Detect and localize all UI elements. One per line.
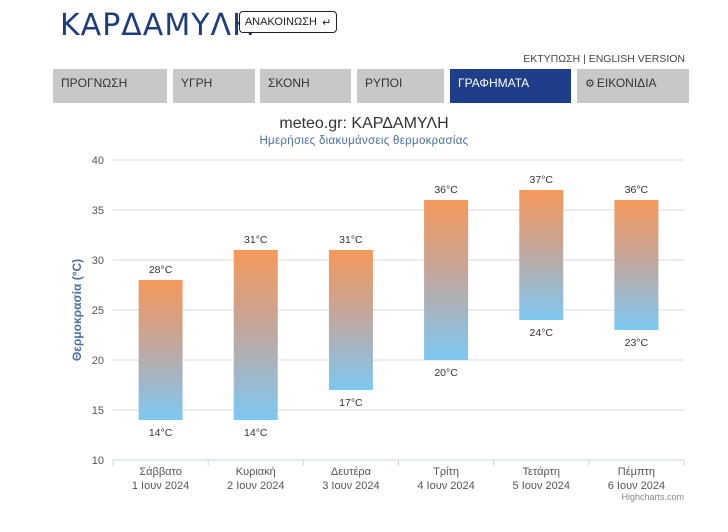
max-temp-label: 31°C: [339, 234, 363, 246]
x-tick-day: Σάββατο: [139, 466, 181, 478]
y-axis-label: Θερμοκρασία (°C): [70, 259, 84, 361]
y-tick-label: 40: [92, 155, 104, 167]
grid-lines: [113, 159, 684, 411]
x-tick-date: 6 Ιουν 2024: [608, 480, 665, 492]
x-tick-date: 1 Ιουν 2024: [132, 480, 189, 492]
announcement-button[interactable]: ΑΝΑΚΟΙΝΩΣΗ ↵: [239, 11, 337, 33]
announcement-label: ΑΝΑΚΟΙΝΩΣΗ: [244, 16, 317, 28]
link-separator: |: [583, 53, 586, 65]
tab-icons[interactable]: ⚙ ΕΙΚΟΝΙΔΙΑ: [577, 69, 689, 103]
tab-label: ΡΥΠΟΙ: [365, 76, 403, 90]
temperature-bar: [519, 190, 564, 320]
bars: [138, 190, 659, 420]
print-link[interactable]: ΕΚΤΥΠΩΣΗ: [523, 53, 581, 65]
min-temp-label: 23°C: [625, 337, 649, 349]
tab-label: ΓΡΑΦΗΜΑΤΑ: [458, 76, 530, 90]
arrow-return-icon: ↵: [321, 16, 332, 29]
data-labels: 28°C 14°C 31°C 14°C 31°C 17°C 36°C 20°C 37°C 24°C…: [149, 174, 649, 439]
min-temp-label: 24°C: [530, 327, 554, 339]
min-temp-label: 20°C: [434, 367, 458, 379]
page-title: ΚΑΡΔΑΜΥΛΗ: [60, 8, 256, 43]
temperature-bar: [233, 250, 278, 420]
top-links: ΕΚΤΥΠΩΣΗ | ENGLISH VERSION: [523, 53, 685, 65]
x-axis: Σάββατο 1 Ιουν 2024 Κυριακή 2 Ιουν 2024 Δευτ…: [112, 459, 685, 492]
temperature-bar: [424, 200, 469, 360]
tab-humidity[interactable]: ΥΓΡΗ: [173, 69, 255, 103]
tab-pollutants[interactable]: ΡΥΠΟΙ: [357, 69, 444, 103]
temperature-bar: [614, 200, 659, 330]
x-tick-date: 5 Ιουν 2024: [513, 480, 570, 492]
x-tick-day: Τετάρτη: [522, 466, 560, 478]
y-axis-ticks: 10 15 20 25 30 35 40: [92, 155, 104, 467]
y-tick-label: 25: [92, 305, 104, 317]
max-temp-label: 36°C: [625, 184, 649, 196]
min-temp-label: 14°C: [149, 427, 173, 439]
x-tick-day: Τρίτη: [433, 466, 459, 478]
tab-label: ΥΓΡΗ: [181, 76, 213, 90]
x-tick-date: 3 Ιουν 2024: [322, 480, 379, 492]
max-temp-label: 37°C: [530, 174, 554, 186]
x-tick-day: Πέμπτη: [618, 466, 655, 478]
tab-label: ΕΙΚΟΝΙΔΙΑ: [596, 76, 657, 90]
gear-icon: ⚙: [585, 78, 595, 90]
y-tick-label: 30: [92, 255, 104, 267]
tab-dust[interactable]: ΣΚΟΝΗ: [260, 69, 351, 103]
min-temp-label: 14°C: [244, 427, 268, 439]
highcharts-credit[interactable]: Highcharts.com: [621, 492, 684, 502]
min-temp-label: 17°C: [339, 397, 363, 409]
x-tick-date: 4 Ιουν 2024: [417, 480, 474, 492]
y-tick-label: 35: [92, 205, 104, 217]
tab-label: ΠΡΟΓΝΩΣΗ: [61, 76, 128, 90]
x-tick-day: Κυριακή: [236, 466, 276, 478]
tab-label: ΣΚΟΝΗ: [268, 76, 310, 90]
y-tick-label: 20: [92, 355, 104, 367]
tab-forecast[interactable]: ΠΡΟΓΝΩΣΗ: [53, 69, 167, 103]
max-temp-label: 36°C: [434, 184, 458, 196]
y-tick-label: 10: [92, 455, 104, 467]
max-temp-label: 28°C: [149, 264, 173, 276]
x-tick-day: Δευτέρα: [331, 466, 372, 478]
english-version-link[interactable]: ENGLISH VERSION: [588, 53, 685, 65]
temperature-bar: [328, 250, 373, 390]
max-temp-label: 31°C: [244, 234, 268, 246]
tab-charts[interactable]: ΓΡΑΦΗΜΑΤΑ: [450, 69, 571, 103]
chart-subtitle: Ημερήσιες διακυμάνσεις θερμοκρασίας: [259, 135, 469, 147]
x-tick-date: 2 Ιουν 2024: [227, 480, 284, 492]
temperature-bar: [138, 280, 183, 420]
y-tick-label: 15: [92, 405, 104, 417]
chart-title: meteo.gr: ΚΑΡΔΑΜΥΛΗ: [279, 115, 449, 132]
